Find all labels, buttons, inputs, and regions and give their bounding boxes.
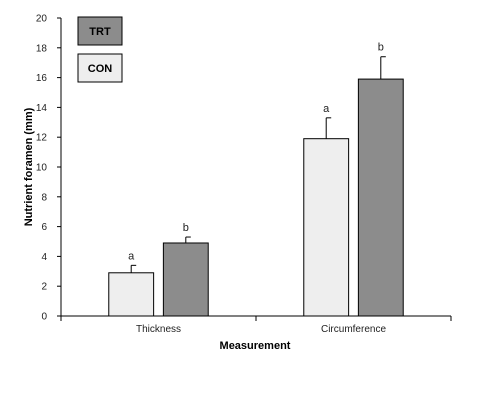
y-tick-label: 12 — [36, 133, 48, 144]
x-tick-label: Circumference — [321, 324, 386, 335]
y-axis-title: Nutrient foramen (mm) — [23, 107, 35, 226]
y-tick-label: 18 — [36, 43, 48, 54]
y-axis: 0 2 4 6 8 10 12 14 16 18 20 — [36, 14, 62, 323]
y-tick-label: 14 — [36, 103, 48, 114]
significance-label-trt-0: b — [183, 222, 189, 234]
y-tick-label: 0 — [41, 312, 47, 323]
y-tick-label: 20 — [36, 14, 48, 25]
y-tick-label: 4 — [41, 252, 47, 263]
legend: TRT CON — [77, 16, 123, 83]
significance-label-trt-1: b — [378, 42, 384, 54]
x-axis: Thickness Circumference — [60, 315, 452, 335]
bar-trt-0 — [162, 242, 209, 317]
y-tick-label: 2 — [41, 282, 47, 293]
x-tick-label: Thickness — [136, 324, 181, 335]
significance-label-con-0: a — [128, 250, 135, 262]
significance-label-con-1: a — [323, 103, 330, 115]
x-axis-title: Measurement — [220, 340, 291, 352]
y-tick-label: 10 — [36, 163, 48, 174]
legend-swatch-trt — [77, 16, 123, 46]
bars: a a b b — [108, 42, 404, 317]
y-tick-label: 8 — [41, 192, 47, 203]
y-tick-label: 6 — [41, 222, 47, 233]
y-tick-label: 16 — [36, 73, 48, 84]
legend-label-con: CON — [88, 63, 113, 75]
bar-trt-1 — [357, 78, 404, 317]
legend-label-trt: TRT — [89, 26, 111, 38]
bar-con-0 — [108, 272, 155, 317]
legend-swatch-con — [77, 53, 123, 83]
bar-con-1 — [303, 138, 350, 317]
